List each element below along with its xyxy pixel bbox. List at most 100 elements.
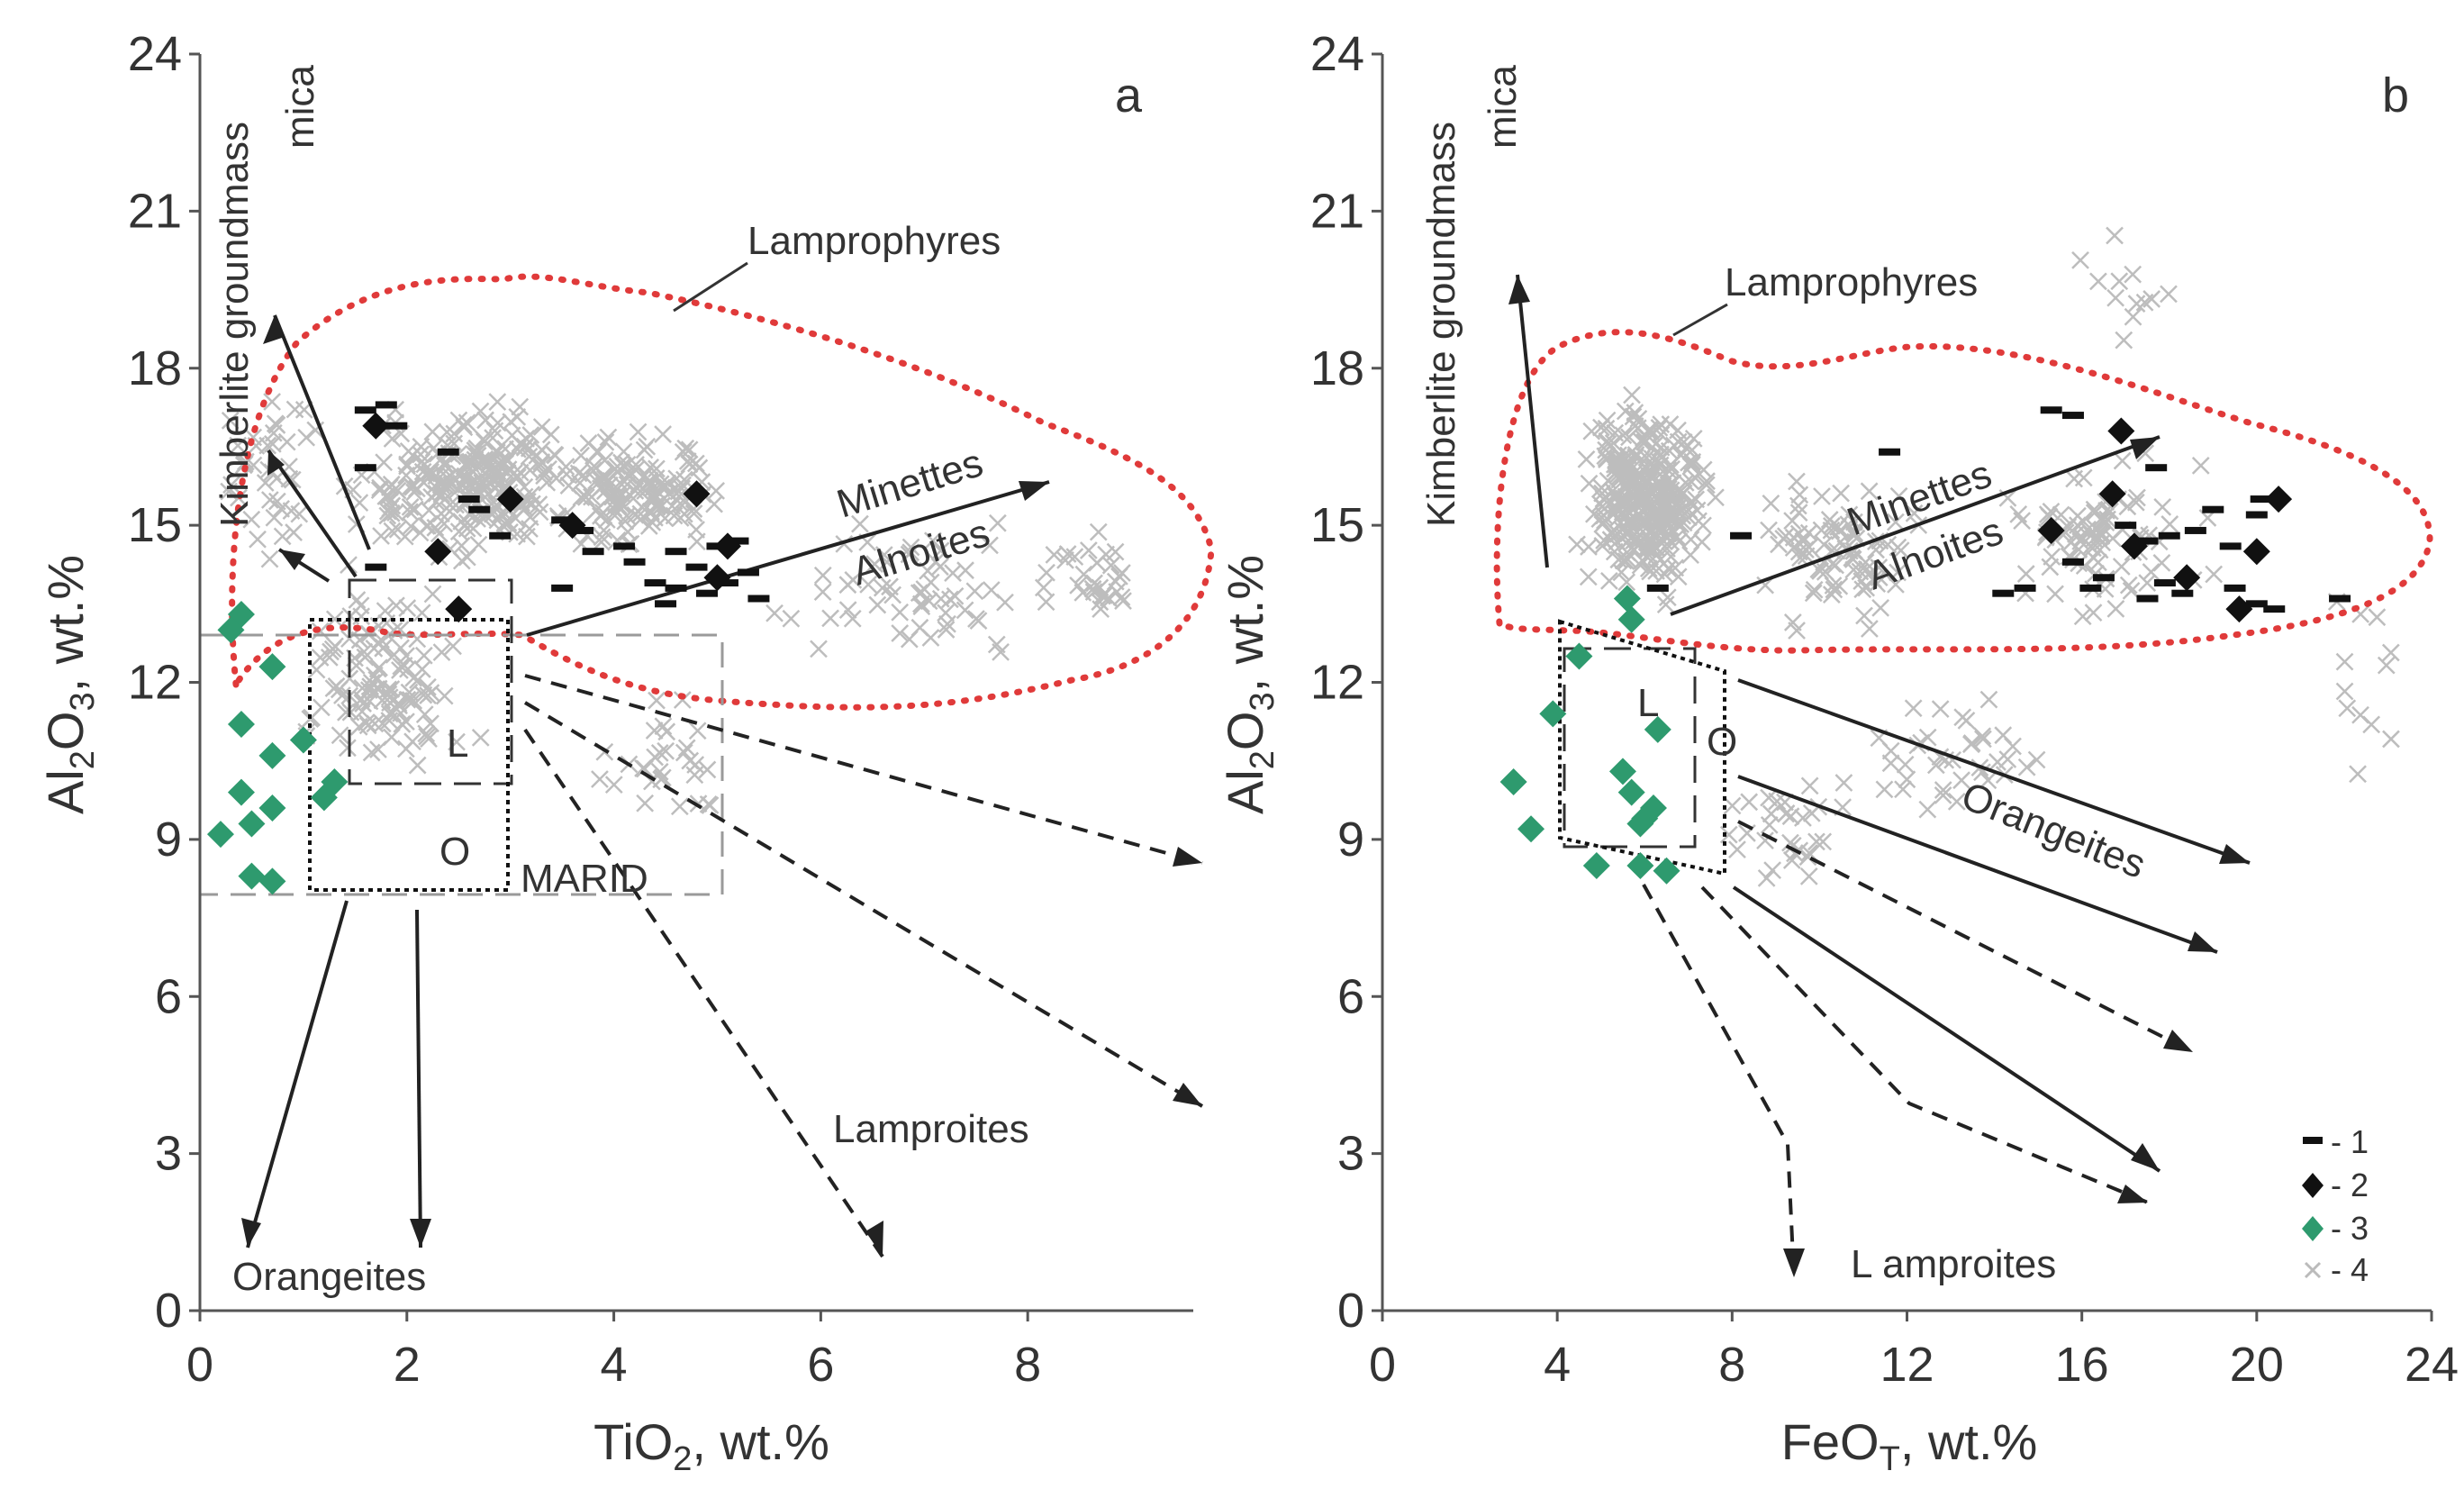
background-cross xyxy=(956,561,974,580)
background-cross xyxy=(484,471,503,490)
panel-a-marid-box xyxy=(198,633,724,896)
panel-b: 0 3 6 9 12 15 18 21 24 0 4 8 12 16 20 24 Al2O3, wt.% F… xyxy=(1217,27,2459,1478)
series-1-dash-point xyxy=(665,548,687,556)
background-cross xyxy=(937,621,956,639)
background-cross xyxy=(1649,503,1668,521)
series-1-dash-point xyxy=(375,401,397,409)
background-cross xyxy=(266,414,285,433)
background-cross xyxy=(1652,425,1671,444)
background-cross xyxy=(384,704,402,722)
x-tick-label: 2 xyxy=(394,1338,421,1392)
background-cross xyxy=(843,609,862,628)
background-cross xyxy=(2138,574,2157,592)
background-cross xyxy=(353,703,371,721)
background-cross xyxy=(2042,502,2061,521)
background-cross xyxy=(1760,521,1778,540)
background-cross xyxy=(654,717,673,736)
background-cross xyxy=(376,602,394,621)
background-cross xyxy=(471,402,490,421)
background-cross xyxy=(1605,455,1624,474)
series-3-diamond-point xyxy=(1644,715,1671,743)
series-1-dash-point xyxy=(437,448,459,456)
background-cross xyxy=(1697,476,1716,495)
x-tick-label: 24 xyxy=(2405,1338,2459,1392)
background-cross xyxy=(1813,487,1831,505)
background-cross xyxy=(2065,469,2084,488)
x-tick-label: 4 xyxy=(601,1338,628,1392)
background-cross xyxy=(1674,433,1693,451)
background-cross xyxy=(1099,588,1118,607)
background-cross xyxy=(311,622,330,640)
series-3-diamond-point xyxy=(310,784,338,812)
panel-b-mica-label: mica xyxy=(1481,65,1525,149)
background-cross xyxy=(411,523,430,542)
background-cross xyxy=(312,698,331,717)
series-3-diamond-point xyxy=(258,867,286,895)
background-cross xyxy=(1770,535,1788,554)
background-cross xyxy=(1871,598,1890,617)
background-cross xyxy=(587,501,606,520)
background-cross xyxy=(821,609,839,628)
background-cross xyxy=(2368,608,2387,627)
background-cross xyxy=(1805,580,1824,599)
background-cross xyxy=(673,691,692,709)
background-cross xyxy=(1579,567,1598,586)
background-cross xyxy=(1952,771,1970,790)
series-1-dash-point xyxy=(2245,600,2268,608)
background-cross xyxy=(1934,786,1952,804)
background-cross xyxy=(455,418,474,437)
background-cross xyxy=(2377,656,2396,675)
background-cross xyxy=(480,455,499,474)
legend-label-1: - 1 xyxy=(2331,1123,2369,1160)
legend-swatch-3 xyxy=(2302,1216,2324,1241)
background-cross xyxy=(1830,522,1849,540)
background-cross xyxy=(575,486,593,505)
background-cross xyxy=(222,476,240,495)
background-cross xyxy=(427,485,446,503)
background-cross xyxy=(1584,504,1603,523)
background-cross xyxy=(1577,450,1596,468)
y-tick-label: 6 xyxy=(1337,969,1364,1023)
series-1-dash-point xyxy=(551,584,574,592)
legend-label-2: - 2 xyxy=(2331,1167,2369,1203)
background-cross xyxy=(1632,449,1651,468)
x-tick-label: 8 xyxy=(1014,1338,1041,1392)
series-1-dash-point xyxy=(655,600,677,608)
background-cross xyxy=(2016,565,2035,583)
background-cross xyxy=(1617,573,1636,592)
background-cross xyxy=(900,545,919,564)
background-cross xyxy=(1095,586,1113,604)
panel-b-legend: - 1 - 2 - 3 - 4 xyxy=(2302,1123,2369,1288)
background-cross xyxy=(1762,495,1780,513)
background-cross xyxy=(765,604,784,622)
background-cross xyxy=(417,724,436,743)
series-3-diamond-point xyxy=(227,778,255,806)
legend-label-4: - 4 xyxy=(2331,1251,2369,1288)
background-cross xyxy=(285,523,303,541)
background-cross xyxy=(2090,540,2109,559)
background-cross xyxy=(354,695,372,713)
background-cross xyxy=(1757,868,1776,887)
background-cross xyxy=(891,603,910,622)
series-2-diamond-point xyxy=(2225,595,2253,623)
panel-b-o-box xyxy=(1558,619,1726,876)
background-cross xyxy=(2128,488,2146,507)
background-cross xyxy=(423,585,442,604)
background-cross xyxy=(705,495,723,513)
series-1-dash-point xyxy=(551,516,574,524)
background-cross xyxy=(618,506,636,525)
background-cross xyxy=(1870,568,1889,586)
background-cross xyxy=(412,438,430,456)
background-cross xyxy=(2098,510,2116,529)
background-cross xyxy=(1998,750,2017,768)
panel-a-minettes-label: Minettes xyxy=(832,440,988,526)
background-cross xyxy=(1791,549,1809,567)
x-tick-label: 0 xyxy=(1369,1338,1396,1392)
background-cross xyxy=(1681,472,1700,491)
series-1-dash-point xyxy=(737,568,759,577)
series-3-diamond-point xyxy=(1617,605,1645,633)
background-cross xyxy=(931,589,950,608)
background-cross xyxy=(1097,545,1115,564)
background-cross xyxy=(1597,440,1615,459)
series-2-diamond-point xyxy=(2120,532,2148,560)
